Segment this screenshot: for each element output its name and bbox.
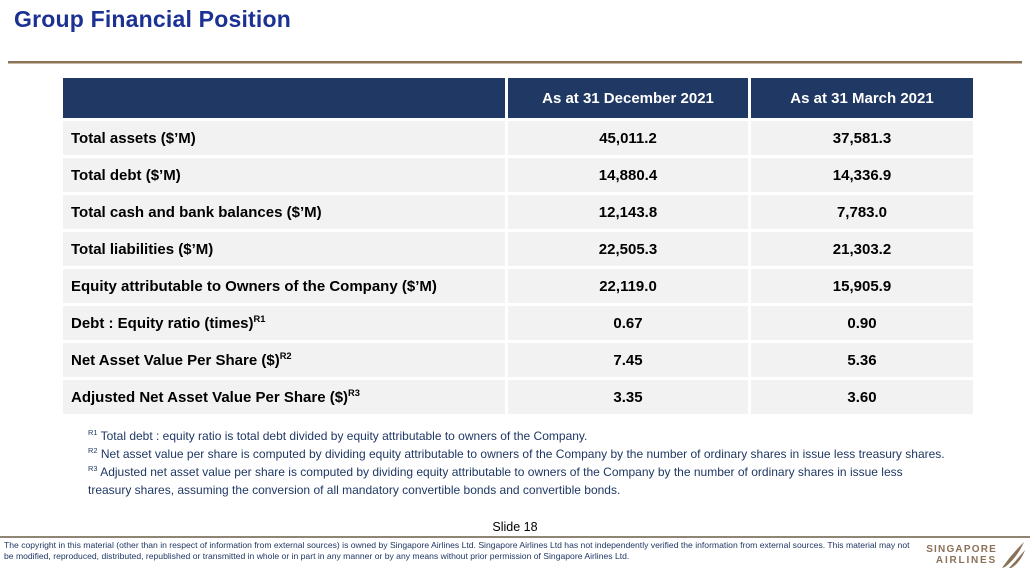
value-mar-2021: 21,303.2	[751, 232, 973, 266]
footnote: R3 Adjusted net asset value per share is…	[88, 464, 903, 497]
value-dec-2021: 14,880.4	[508, 158, 748, 192]
table-row: Adjusted Net Asset Value Per Share ($)R3…	[63, 380, 973, 414]
slide-number: Slide 18	[492, 520, 538, 534]
table-row: Equity attributable to Owners of the Com…	[63, 269, 973, 303]
table-row: Total liabilities ($’M) 22,505.3 21,303.2	[63, 232, 973, 266]
value-dec-2021: 3.35	[508, 380, 748, 414]
page-title: Group Financial Position	[14, 6, 291, 32]
value-mar-2021: 37,581.3	[751, 121, 973, 155]
header-cell-empty	[63, 78, 505, 118]
row-label-superscript: R3	[348, 387, 360, 398]
copyright-text: The copyright in this material (other th…	[4, 540, 910, 561]
table-row: Net Asset Value Per Share ($)R2 7.45 5.36	[63, 343, 973, 377]
footnotes: R1 Total debt : equity ratio is total de…	[88, 427, 948, 499]
data-table: As at 31 December 2021 As at 31 March 20…	[60, 75, 976, 417]
value-mar-2021: 14,336.9	[751, 158, 973, 192]
value-mar-2021: 3.60	[751, 380, 973, 414]
title-divider	[8, 61, 1022, 64]
footnote: R2 Net asset value per share is computed…	[88, 446, 945, 461]
header-cell-mar-2021: As at 31 March 2021	[751, 78, 973, 118]
value-dec-2021: 7.45	[508, 343, 748, 377]
row-label: Debt : Equity ratio (times)R1	[63, 306, 505, 340]
footnote-superscript: R3	[88, 464, 98, 473]
value-mar-2021: 15,905.9	[751, 269, 973, 303]
row-label: Total cash and bank balances ($’M)	[63, 195, 505, 229]
sia-bird-icon	[1000, 541, 1026, 569]
logo-line1: SINGAPORE	[926, 544, 997, 555]
footnote-superscript: R2	[88, 446, 98, 455]
row-label: Total assets ($’M)	[63, 121, 505, 155]
row-label: Total liabilities ($’M)	[63, 232, 505, 266]
value-dec-2021: 12,143.8	[508, 195, 748, 229]
header-cell-dec-2021: As at 31 December 2021	[508, 78, 748, 118]
row-label: Total debt ($’M)	[63, 158, 505, 192]
financial-position-table: As at 31 December 2021 As at 31 March 20…	[60, 75, 973, 417]
value-mar-2021: 7,783.0	[751, 195, 973, 229]
value-mar-2021: 5.36	[751, 343, 973, 377]
footnote: R1 Total debt : equity ratio is total de…	[88, 428, 588, 443]
footnote-superscript: R1	[88, 428, 98, 437]
row-label: Net Asset Value Per Share ($)R2	[63, 343, 505, 377]
value-dec-2021: 45,011.2	[508, 121, 748, 155]
footer: The copyright in this material (other th…	[0, 536, 1030, 570]
singapore-airlines-logo: SINGAPORE AIRLINES	[926, 540, 1026, 569]
table-row: Debt : Equity ratio (times)R1 0.67 0.90	[63, 306, 973, 340]
row-label-superscript: R1	[253, 313, 266, 324]
value-dec-2021: 22,505.3	[508, 232, 748, 266]
value-mar-2021: 0.90	[751, 306, 973, 340]
row-label: Adjusted Net Asset Value Per Share ($)R3	[63, 380, 505, 414]
table-row: Total assets ($’M) 45,011.2 37,581.3	[63, 121, 973, 155]
logo-line2: AIRLINES	[935, 555, 997, 566]
table-row: Total debt ($’M) 14,880.4 14,336.9	[63, 158, 973, 192]
value-dec-2021: 0.67	[508, 306, 748, 340]
value-dec-2021: 22,119.0	[508, 269, 748, 303]
row-label-superscript: R2	[279, 350, 292, 361]
table-header-row: As at 31 December 2021 As at 31 March 20…	[63, 78, 973, 118]
row-label: Equity attributable to Owners of the Com…	[63, 269, 505, 303]
logo-wordmark: SINGAPORE AIRLINES	[926, 544, 997, 566]
table-row: Total cash and bank balances ($’M) 12,143…	[63, 195, 973, 229]
